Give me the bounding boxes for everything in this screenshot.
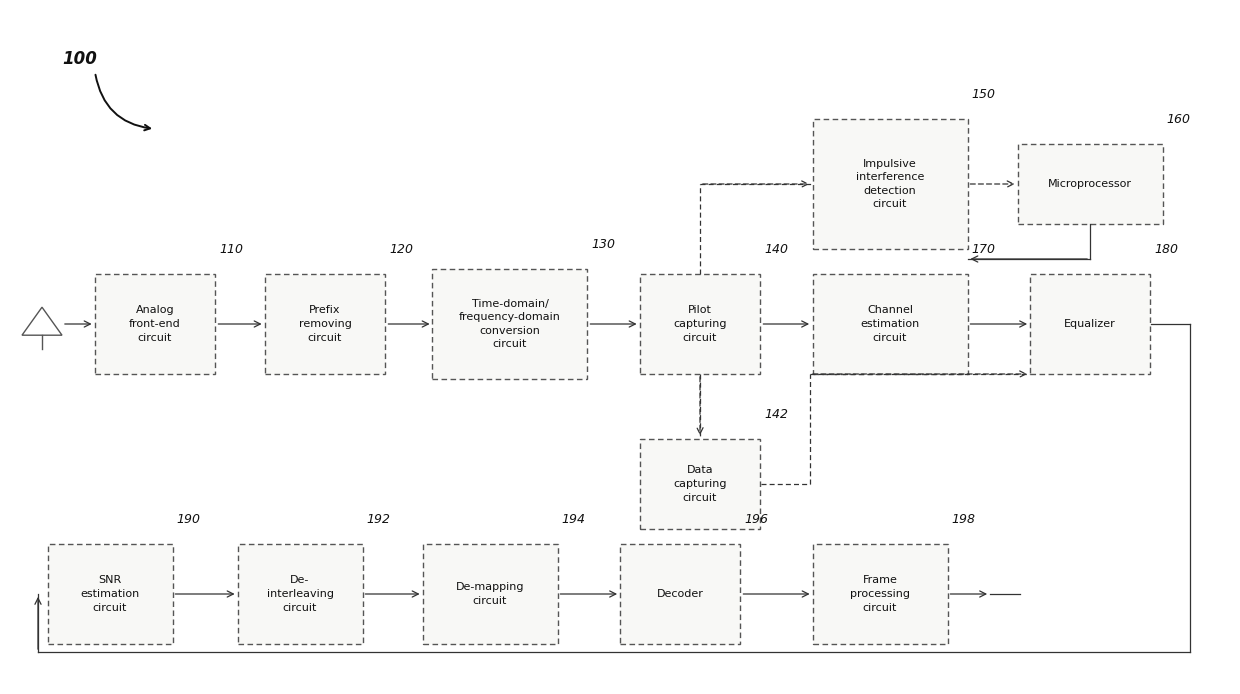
Text: Equalizer: Equalizer bbox=[1064, 319, 1116, 329]
Text: 170: 170 bbox=[971, 243, 996, 256]
Text: Microprocessor: Microprocessor bbox=[1048, 179, 1132, 189]
Bar bbox=[95, 274, 215, 374]
Text: 150: 150 bbox=[971, 88, 996, 101]
Text: Decoder: Decoder bbox=[656, 589, 703, 599]
Text: 190: 190 bbox=[176, 513, 201, 526]
Text: Analog
front-end
circuit: Analog front-end circuit bbox=[129, 305, 181, 343]
Bar bbox=[1030, 274, 1149, 374]
Text: 130: 130 bbox=[591, 238, 615, 251]
Bar bbox=[620, 544, 740, 644]
Text: De-
interleaving
circuit: De- interleaving circuit bbox=[267, 575, 334, 613]
Text: Prefix
removing
circuit: Prefix removing circuit bbox=[299, 305, 351, 343]
Text: Pilot
capturing
circuit: Pilot capturing circuit bbox=[673, 305, 727, 343]
Text: 100: 100 bbox=[62, 50, 97, 68]
Text: 198: 198 bbox=[951, 513, 976, 526]
Text: 160: 160 bbox=[1167, 113, 1190, 126]
Bar bbox=[812, 274, 967, 374]
Text: Channel
estimation
circuit: Channel estimation circuit bbox=[861, 305, 920, 343]
Text: Data
capturing
circuit: Data capturing circuit bbox=[673, 466, 727, 502]
Text: 196: 196 bbox=[744, 513, 768, 526]
Text: 180: 180 bbox=[1154, 243, 1178, 256]
Bar bbox=[265, 274, 384, 374]
Text: De-mapping
circuit: De-mapping circuit bbox=[456, 582, 525, 606]
Bar bbox=[812, 119, 967, 249]
Text: 120: 120 bbox=[389, 243, 413, 256]
Bar bbox=[47, 544, 172, 644]
Text: 140: 140 bbox=[764, 243, 787, 256]
Bar bbox=[640, 439, 760, 529]
Text: 110: 110 bbox=[219, 243, 243, 256]
Text: 194: 194 bbox=[562, 513, 585, 526]
Text: Impulsive
interference
detection
circuit: Impulsive interference detection circuit bbox=[856, 159, 924, 210]
Text: Time-domain/
frequency-domain
conversion
circuit: Time-domain/ frequency-domain conversion… bbox=[459, 298, 560, 349]
Bar bbox=[812, 544, 947, 644]
Text: 192: 192 bbox=[367, 513, 391, 526]
Bar bbox=[433, 269, 588, 379]
Text: Frame
processing
circuit: Frame processing circuit bbox=[849, 575, 910, 613]
Bar bbox=[423, 544, 558, 644]
Bar bbox=[238, 544, 362, 644]
Text: SNR
estimation
circuit: SNR estimation circuit bbox=[81, 575, 140, 613]
Text: 142: 142 bbox=[764, 408, 787, 421]
Bar bbox=[640, 274, 760, 374]
Bar bbox=[1018, 144, 1163, 224]
